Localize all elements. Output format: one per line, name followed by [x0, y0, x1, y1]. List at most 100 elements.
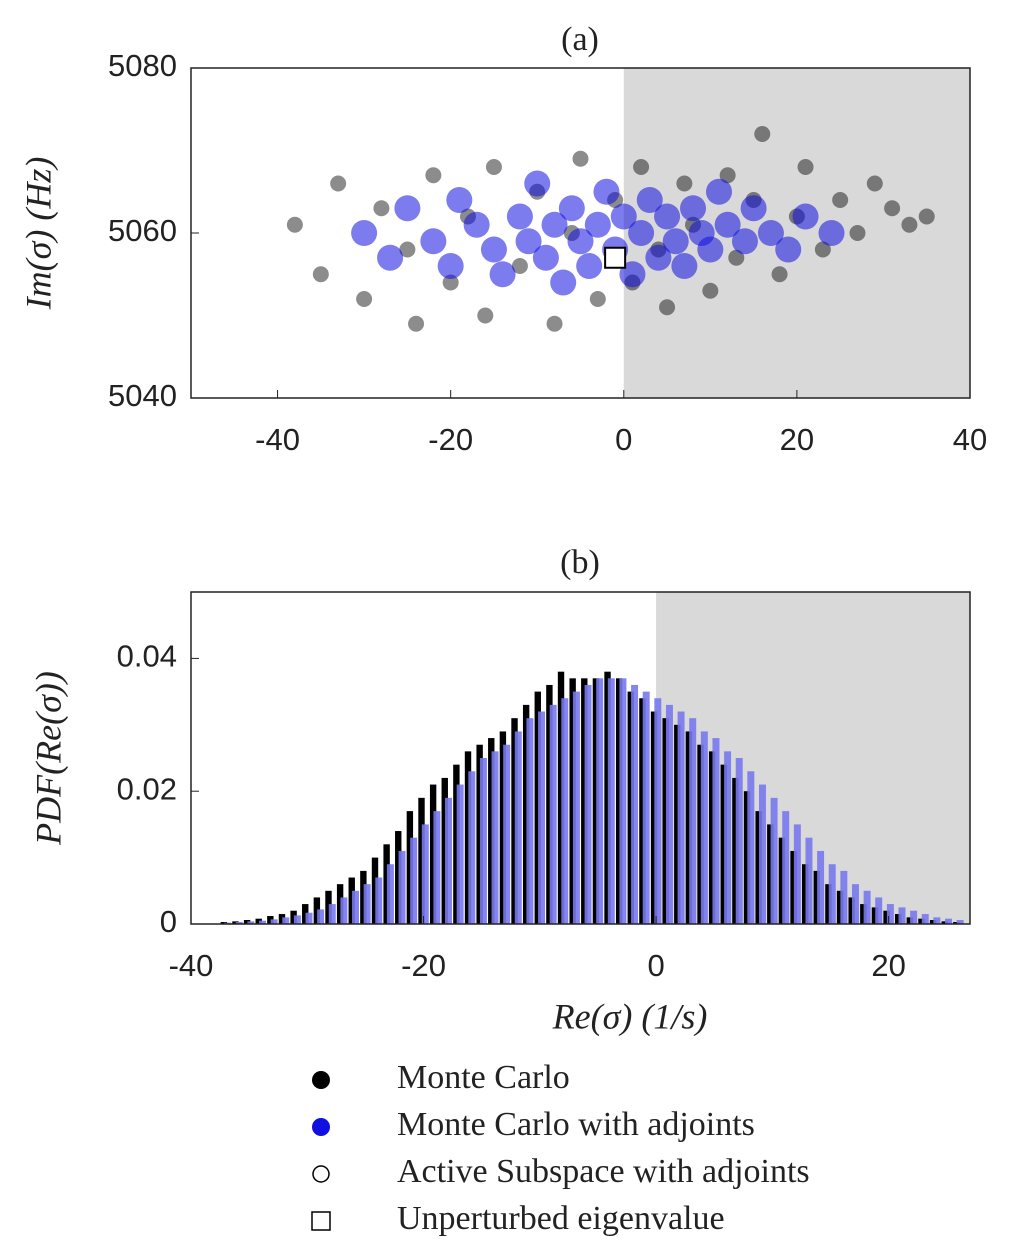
point: [680, 195, 707, 222]
hist-bar: [813, 870, 821, 924]
point: [702, 282, 719, 299]
point: [541, 211, 568, 238]
hist-bar: [875, 897, 883, 924]
point: [731, 228, 758, 255]
hist-bar: [476, 744, 483, 924]
point: [728, 249, 745, 266]
hist-bar: [247, 921, 255, 924]
hist-bar: [836, 890, 844, 924]
hist-bar: [421, 824, 429, 924]
hist-bar: [770, 797, 778, 924]
hist-bar: [825, 884, 832, 924]
point: [628, 220, 655, 246]
hist-bar: [255, 918, 262, 924]
hist-bar: [945, 918, 952, 924]
point: [351, 220, 378, 246]
point: [408, 315, 425, 332]
hist-bar: [720, 764, 727, 924]
hist-bar: [363, 884, 371, 924]
x-tick-label: -20: [428, 422, 473, 457]
hist-bar: [895, 914, 902, 924]
hist-bar: [360, 870, 367, 924]
hist-bar: [336, 884, 344, 924]
point: [515, 228, 542, 255]
hist-bar: [569, 678, 576, 924]
point: [312, 266, 329, 283]
hist-bar: [375, 877, 383, 924]
hist-bar: [860, 904, 867, 924]
x-tick-label: -20: [401, 948, 446, 983]
hist-bar: [758, 784, 766, 924]
plot-frame: [190, 591, 971, 925]
hist-bar: [243, 920, 251, 924]
hist-bar: [293, 915, 301, 924]
point: [506, 203, 533, 230]
point: [546, 315, 563, 332]
point: [866, 175, 883, 192]
y-tick-label: 5060: [108, 213, 177, 248]
hist-bar: [267, 916, 274, 924]
hist-bar: [232, 921, 239, 924]
hist-bar: [933, 917, 941, 924]
legend-marker: [312, 1165, 330, 1183]
point: [797, 159, 814, 175]
x-tick-label: -40: [169, 948, 214, 983]
hist-bar: [627, 691, 634, 924]
hist-bar: [488, 738, 495, 924]
point: [593, 178, 620, 205]
hist-bar: [805, 837, 813, 924]
point: [832, 192, 849, 208]
hist-bar: [910, 910, 918, 924]
hist-bar: [662, 718, 669, 924]
point: [884, 200, 901, 217]
point: [754, 126, 771, 142]
hist-bar: [886, 904, 894, 924]
hist-bar: [328, 904, 336, 924]
point: [662, 228, 689, 255]
point: [489, 261, 516, 288]
hist-bar: [642, 691, 650, 924]
point: [377, 244, 404, 271]
point: [633, 159, 650, 175]
hist-bar: [581, 678, 588, 924]
point: [818, 220, 845, 246]
hist-bar: [479, 758, 487, 924]
point: [442, 274, 459, 291]
point: [659, 299, 676, 316]
point: [792, 203, 819, 230]
hist-bar: [685, 731, 693, 924]
hist-bar: [410, 837, 418, 924]
point: [576, 253, 603, 279]
unperturbed-marker: [604, 246, 627, 269]
point: [425, 167, 442, 184]
point: [584, 211, 611, 238]
hist-bar: [592, 678, 600, 924]
hist-bar: [851, 884, 859, 924]
point: [480, 236, 507, 263]
point: [558, 195, 585, 222]
hist-bar: [572, 691, 580, 924]
y-tick-label: 0.02: [117, 771, 177, 806]
point: [849, 225, 866, 241]
point: [918, 208, 935, 225]
hist-bar: [584, 684, 592, 924]
hist-bar: [956, 920, 964, 924]
hist-bar: [445, 797, 453, 924]
point: [697, 236, 724, 263]
hist-bar: [383, 844, 390, 924]
shaded-region: [656, 592, 970, 924]
hist-bar: [941, 921, 948, 924]
hist-bar: [674, 724, 681, 924]
hist-bar: [522, 704, 530, 924]
legend-marker: [312, 1118, 330, 1136]
chart-title: (b): [560, 544, 600, 581]
hist-bar: [631, 684, 639, 924]
hist-bar: [697, 744, 704, 924]
hist-bar: [278, 914, 286, 924]
hist-bar: [395, 831, 402, 924]
hist-bar: [801, 864, 809, 924]
legend-label: Active Subspace with adjoints: [397, 1153, 810, 1190]
point: [636, 187, 663, 213]
hist-bar: [282, 917, 290, 924]
hist-bar: [549, 704, 557, 924]
